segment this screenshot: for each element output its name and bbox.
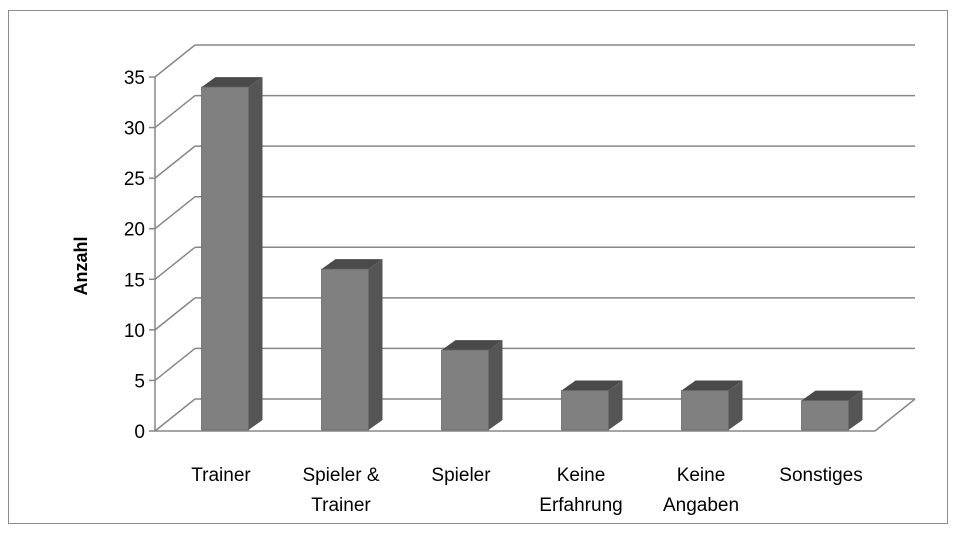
bar-side [848,390,863,430]
gridline-side [154,196,196,230]
y-tick-label: 35 [124,68,145,89]
bar-side [728,380,743,430]
bar-front [681,390,729,431]
x-tick-label-line: Keine [677,465,726,486]
x-tick-label: Spieler & Trainer [302,465,379,516]
y-tick-label: 10 [124,321,145,342]
bar-front [441,349,489,431]
bar-front [201,86,249,431]
x-tick-label-line: Trainer [191,465,251,486]
bars [201,77,863,431]
chart-walls [154,77,916,432]
bar [441,340,503,431]
x-axis-labels: Trainer Spieler & Trainer Spieler Keine Erfah… [191,465,862,516]
gridline-side [154,246,196,280]
y-tick-label: 15 [124,270,145,291]
bar-side [608,380,623,430]
chart-frame: 0 5 10 15 20 25 30 35 Trainer Spieler & Trainer Sp… [8,10,948,524]
y-tick-label: 20 [124,220,145,241]
gridline-side [154,94,196,129]
bar-front [801,400,849,431]
bar-top [561,380,623,391]
bar [201,77,263,431]
x-tick-label-line: Erfahrung [539,495,622,516]
bar-top [681,380,743,391]
bar [681,380,743,431]
y-axis-label: Anzahl [71,236,91,295]
x-tick-label: Spieler [431,465,491,486]
y-tick-label: 25 [124,169,145,190]
y-tick-label: 30 [124,119,145,140]
bar-side [488,340,503,430]
bar-top [321,259,383,270]
y-tick-label: 0 [134,422,145,443]
bar [321,259,383,431]
gridline-side [154,347,196,382]
x-tick-label: Sonstiges [779,465,862,486]
gridline-side [154,297,196,331]
bar-top [801,390,863,401]
gridlines [154,44,915,382]
x-tick-label-line: Keine [557,465,606,486]
bar-top [201,77,263,88]
x-tick-label-line: Spieler & [302,465,379,486]
x-tick-label-line: Angaben [663,495,739,516]
bar-front [561,390,609,431]
y-axis-ticks: 0 5 10 15 20 25 30 35 [124,68,155,443]
x-tick-label: Keine Angaben [663,465,739,516]
x-tick-label: Keine Erfahrung [539,465,622,516]
bar-front [321,268,369,431]
bar [801,390,863,431]
gridline-side [154,145,196,179]
bar-side [248,77,263,430]
y-tick-label: 5 [134,371,145,392]
x-tick-label-line: Trainer [311,495,371,516]
x-tick-label-line: Spieler [431,465,491,486]
gridline-side [154,44,196,78]
bar [561,380,623,431]
x-tick-label-line: Sonstiges [779,465,862,486]
x-tick-label: Trainer [191,465,251,486]
bar-top [441,340,503,351]
bar-side [368,259,383,430]
